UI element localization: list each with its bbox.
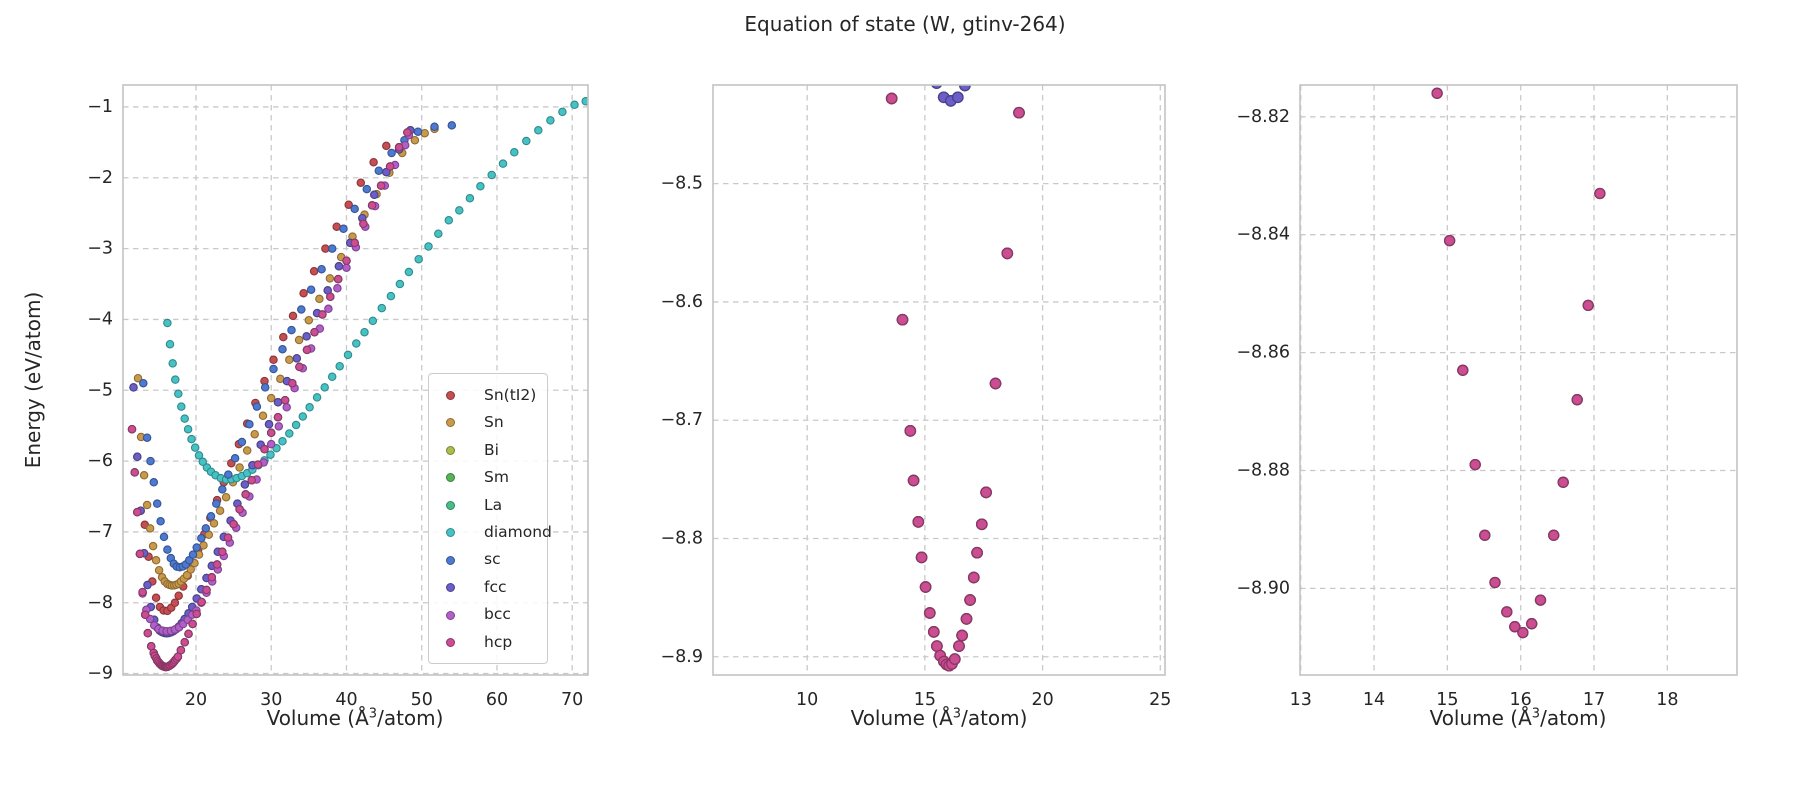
legend-item-fcc: fcc	[429, 579, 547, 596]
overview-ytick: −7	[87, 522, 113, 542]
zoom-mid-spines	[712, 84, 1166, 676]
overview-ytick: −1	[87, 97, 113, 117]
legend-item-Sm: Sm	[429, 469, 547, 486]
overview-ytick: −6	[87, 451, 113, 471]
zoom-mid-xtick: 20	[1031, 690, 1053, 710]
legend: Sn(tI2) Sn Bi Sm La diamond sc fcc bcc hcp	[428, 373, 552, 664]
zoom-fine-xtick: 17	[1583, 690, 1605, 710]
legend-item-hcp: hcp	[429, 634, 547, 651]
y-axis-label: Energy (eV/atom)	[21, 291, 45, 469]
overview-ytick: −2	[87, 168, 113, 188]
overview-xtick: 30	[260, 690, 282, 710]
zoom-fine-ytick: −8.88	[1236, 460, 1290, 480]
zoom-mid-xtick: 10	[796, 690, 818, 710]
zoom-mid-ytick: −8.7	[661, 410, 704, 430]
overview-plot: 20 30 40 50 60 70 −1 −2 −3 −4 −5 −6 −7 −8 −9	[87, 84, 589, 710]
legend-item-Bi: Bi	[429, 442, 547, 459]
overview-xtick: 40	[335, 690, 357, 710]
zoom-fine-xtick: 18	[1656, 690, 1678, 710]
zoom-mid-ytick: −8.8	[661, 529, 704, 549]
zoom-mid-plot: 10 15 20 25 −8.5 −8.6 −8.7 −8.8 −8.9	[661, 84, 1171, 710]
overview-ytick: −4	[87, 309, 113, 329]
legend-marker-Sn	[446, 418, 455, 428]
legend-item-Sn: Sn	[429, 414, 547, 431]
overview-ytick: −8	[87, 593, 113, 613]
overview-xtick: 60	[486, 690, 508, 710]
zoom-mid-ytick: −8.5	[661, 174, 704, 194]
legend-label-fcc: fcc	[484, 577, 507, 596]
x-axis-label-overview: Volume (Å3/atom)	[266, 706, 444, 730]
zoom-mid-ytick: −8.6	[661, 292, 704, 312]
legend-item-La: La	[429, 497, 547, 514]
series-hcp	[885, 92, 1025, 672]
x-axis-label-zoom-fine: Volume (Å3/atom)	[1429, 706, 1607, 730]
zoom-mid-xtick: 25	[1149, 690, 1171, 710]
overview-points	[127, 97, 588, 672]
overview-spines	[122, 84, 589, 676]
chart-title: Equation of state (W, gtinv-264)	[744, 12, 1066, 36]
series-hcp	[127, 128, 412, 672]
overview-xtick: 70	[561, 690, 583, 710]
series-fcc	[129, 126, 415, 638]
legend-label-hcp: hcp	[484, 632, 513, 651]
zoom-fine-ytick: −8.86	[1236, 343, 1290, 363]
zoom-fine-points	[1431, 87, 1606, 639]
legend-label-Bi: Bi	[484, 440, 499, 459]
legend-item-bcc: bcc	[429, 607, 547, 624]
legend-marker-hcp	[446, 637, 455, 647]
series-La	[885, 92, 1025, 672]
zoom-mid-points	[885, 85, 1025, 672]
legend-item-sc: sc	[429, 552, 547, 569]
zoom-fine-xtick: 13	[1290, 690, 1312, 710]
legend-marker-diamond	[446, 528, 455, 538]
series-hcp	[1431, 87, 1606, 639]
zoom-fine-spines	[1299, 84, 1738, 676]
series-diamond	[163, 97, 588, 484]
zoom-fine-ytick: −8.84	[1236, 225, 1290, 245]
x-axis-label-zoom-mid: Volume (Å3/atom)	[850, 706, 1028, 730]
legend-marker-fcc	[446, 583, 455, 593]
zoom-fine-xtick: 16	[1510, 690, 1532, 710]
series-La	[1431, 87, 1606, 639]
zoom-fine-xtick: 15	[1436, 690, 1458, 710]
legend-marker-Sm	[446, 473, 455, 483]
legend-marker-sc	[446, 555, 455, 565]
overview-ytick: −5	[87, 380, 113, 400]
legend-item-Sn(tI2): Sn(tI2)	[429, 387, 547, 404]
legend-item-diamond: diamond	[429, 524, 552, 541]
zoom-fine-plot: 13 14 15 16 17 18 −8.82 −8.84 −8.86 −8.88 −8.90	[1236, 84, 1738, 710]
legend-label-Sm: Sm	[484, 468, 509, 487]
legend-marker-La	[446, 500, 455, 510]
legend-label-sc: sc	[484, 550, 501, 569]
series-fcc	[931, 85, 971, 107]
legend-label-diamond: diamond	[484, 522, 552, 541]
legend-label-La: La	[484, 495, 503, 514]
legend-label-bcc: bcc	[484, 605, 511, 624]
legend-marker-Bi	[446, 445, 455, 455]
zoom-mid-ytick: −8.9	[661, 647, 704, 667]
legend-label-Sn(tI2): Sn(tI2)	[484, 385, 537, 404]
legend-marker-bcc	[446, 610, 455, 620]
overview-ytick: −3	[87, 239, 113, 259]
zoom-fine-xtick: 14	[1363, 690, 1385, 710]
zoom-fine-ytick: −8.90	[1236, 578, 1290, 598]
overview-xtick: 20	[185, 690, 207, 710]
zoom-mid-xtick: 15	[914, 690, 936, 710]
overview-xtick: 50	[411, 690, 433, 710]
overview-ytick: −9	[87, 664, 113, 684]
legend-label-Sn: Sn	[484, 413, 504, 432]
series-Sm	[1431, 87, 1606, 639]
series-Sn	[133, 124, 439, 590]
zoom-fine-ytick: −8.82	[1236, 107, 1290, 127]
series-sc	[139, 121, 457, 572]
legend-marker-Sn(tI2)	[446, 391, 455, 400]
series-Sm	[885, 92, 1025, 672]
